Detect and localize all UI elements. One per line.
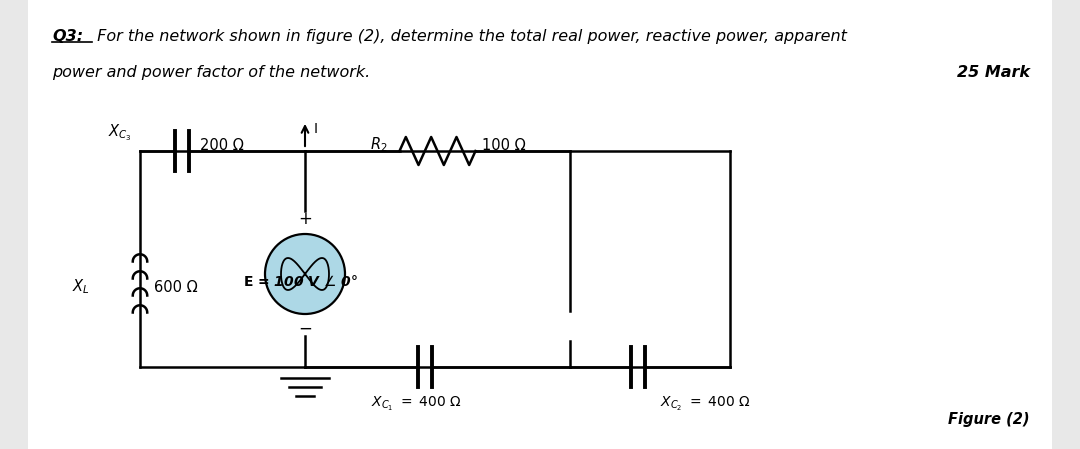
Text: $R_2$: $R_2$ <box>370 136 388 154</box>
Text: $X_{C_1}\ =\ 400\ \Omega$: $X_{C_1}\ =\ 400\ \Omega$ <box>372 395 462 413</box>
Text: +: + <box>298 210 312 228</box>
Text: I: I <box>314 122 318 136</box>
Text: −: − <box>298 320 312 338</box>
Text: power and power factor of the network.: power and power factor of the network. <box>52 65 370 80</box>
Text: 200 Ω: 200 Ω <box>200 137 244 153</box>
Text: $X_{C_2}\ =\ 400\ \Omega$: $X_{C_2}\ =\ 400\ \Omega$ <box>660 395 751 413</box>
Text: $X_{C_3}$: $X_{C_3}$ <box>108 123 132 143</box>
Text: 600 Ω: 600 Ω <box>154 279 198 295</box>
Text: Q3:: Q3: <box>52 29 83 44</box>
Text: 25 Mark: 25 Mark <box>957 65 1030 80</box>
Circle shape <box>265 234 345 314</box>
Text: Figure (2): Figure (2) <box>948 412 1030 427</box>
Text: For the network shown in figure (2), determine the total real power, reactive po: For the network shown in figure (2), det… <box>92 29 847 44</box>
Text: 100 Ω: 100 Ω <box>483 137 526 153</box>
Text: $X_L$: $X_L$ <box>72 277 90 296</box>
FancyBboxPatch shape <box>28 0 1052 449</box>
Text: $\mathbf{E}$ = 100 V $\angle$ 0°: $\mathbf{E}$ = 100 V $\angle$ 0° <box>243 274 357 290</box>
